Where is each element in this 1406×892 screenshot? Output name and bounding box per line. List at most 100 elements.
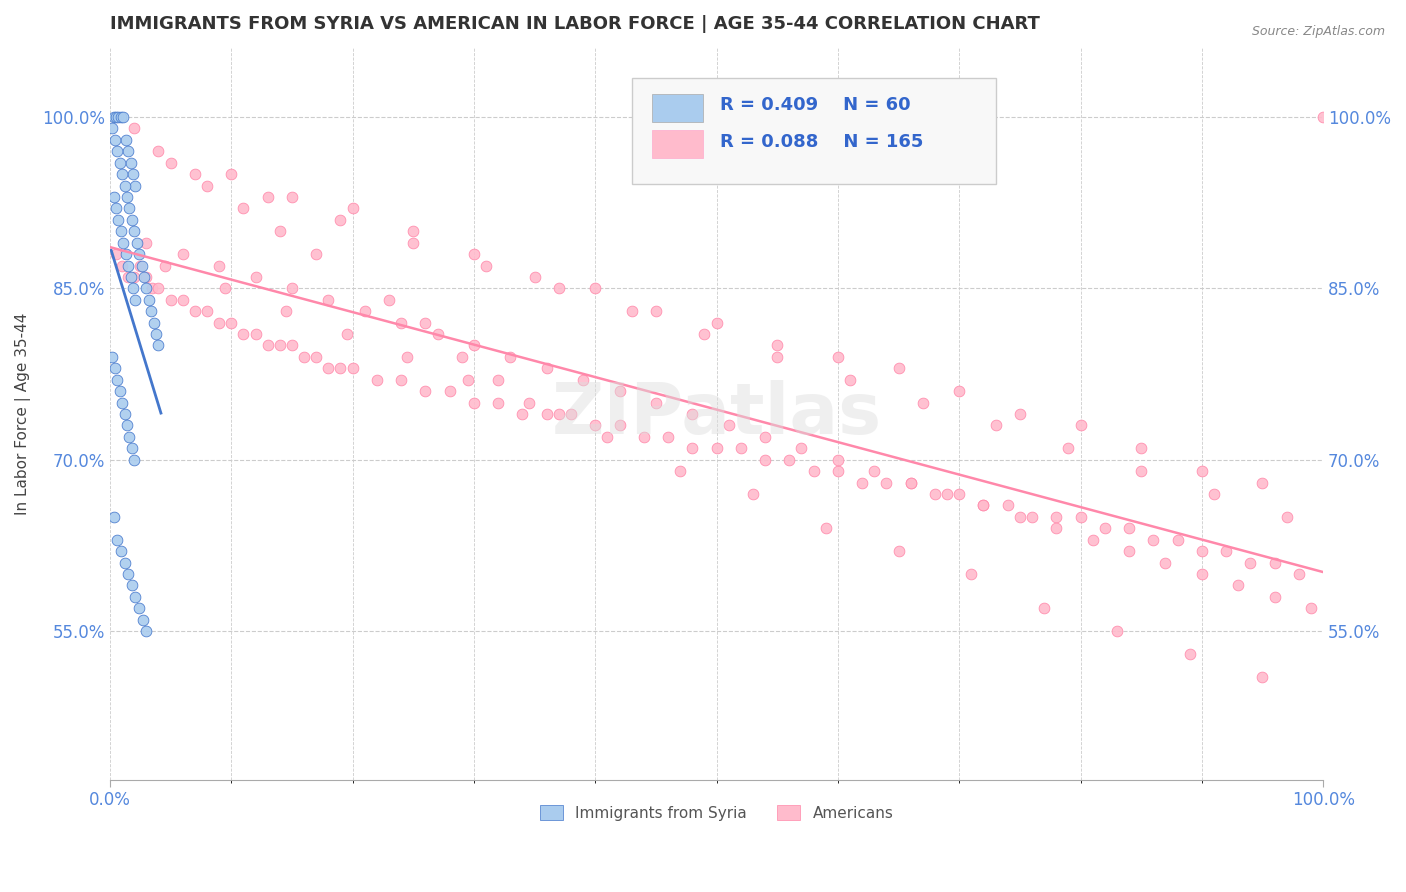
Point xyxy=(814,521,837,535)
Point xyxy=(512,407,534,421)
Point xyxy=(107,110,129,124)
Point xyxy=(389,373,412,387)
Point xyxy=(221,167,243,181)
Point xyxy=(1264,556,1286,570)
Point xyxy=(121,442,143,456)
Point xyxy=(717,418,740,433)
Point xyxy=(124,178,146,193)
Point xyxy=(153,259,176,273)
Point xyxy=(281,338,304,352)
Point xyxy=(790,442,813,456)
Point xyxy=(120,269,142,284)
FancyBboxPatch shape xyxy=(631,78,995,184)
Point xyxy=(269,338,291,352)
Point xyxy=(148,338,170,352)
Point xyxy=(536,361,558,376)
Point xyxy=(972,499,994,513)
Point xyxy=(402,224,425,238)
Point xyxy=(583,281,606,295)
Point xyxy=(256,338,278,352)
Point xyxy=(1057,442,1080,456)
Point xyxy=(105,202,128,216)
Point xyxy=(318,361,340,376)
Point xyxy=(114,178,136,193)
Point xyxy=(245,327,267,342)
Point xyxy=(135,624,157,638)
Point xyxy=(1142,533,1164,547)
Point xyxy=(142,316,165,330)
Point xyxy=(583,418,606,433)
Point xyxy=(103,110,125,124)
Point xyxy=(148,281,170,295)
Point xyxy=(863,464,886,478)
Point xyxy=(172,247,194,261)
Point xyxy=(104,361,127,376)
Point xyxy=(128,601,150,615)
Point xyxy=(1264,590,1286,604)
Point xyxy=(547,407,569,421)
Point xyxy=(232,327,254,342)
Point xyxy=(135,281,157,295)
Point xyxy=(389,316,412,330)
Point xyxy=(1251,475,1274,490)
Point xyxy=(1167,533,1189,547)
Text: R = 0.088    N = 165: R = 0.088 N = 165 xyxy=(720,133,924,151)
Point xyxy=(122,452,145,467)
Point xyxy=(1008,407,1031,421)
Point xyxy=(159,155,181,169)
Point xyxy=(114,247,136,261)
Point xyxy=(754,452,776,467)
Point xyxy=(644,304,666,318)
Point xyxy=(335,327,357,342)
Point xyxy=(1130,464,1153,478)
Point xyxy=(107,212,129,227)
Point xyxy=(145,327,167,342)
Point xyxy=(547,281,569,295)
Point xyxy=(706,316,728,330)
Point xyxy=(103,509,125,524)
Point xyxy=(112,110,135,124)
Point xyxy=(681,442,703,456)
Point xyxy=(172,293,194,307)
Point xyxy=(281,190,304,204)
Point xyxy=(281,281,304,295)
Point xyxy=(122,281,145,295)
Point xyxy=(111,259,134,273)
Point xyxy=(742,487,765,501)
Point xyxy=(103,190,125,204)
Point xyxy=(415,384,437,399)
Point xyxy=(827,452,849,467)
Point xyxy=(121,578,143,592)
Point xyxy=(1081,533,1104,547)
Point xyxy=(900,475,922,490)
Point xyxy=(887,544,910,558)
Point xyxy=(124,590,146,604)
Point xyxy=(105,373,128,387)
Point xyxy=(839,373,862,387)
Point xyxy=(342,202,364,216)
Point xyxy=(657,430,679,444)
Point xyxy=(778,452,800,467)
Point xyxy=(1021,509,1043,524)
Point xyxy=(112,235,135,250)
Point xyxy=(450,350,472,364)
Point xyxy=(1069,509,1091,524)
Point xyxy=(114,133,136,147)
Point xyxy=(1288,566,1310,581)
Point xyxy=(135,269,157,284)
Point xyxy=(426,327,449,342)
Point xyxy=(1045,509,1067,524)
Bar xyxy=(652,94,703,121)
Point xyxy=(124,293,146,307)
Point xyxy=(115,418,138,433)
Point xyxy=(766,338,789,352)
Point xyxy=(1094,521,1116,535)
Point xyxy=(353,304,375,318)
Point xyxy=(122,167,145,181)
Point xyxy=(1215,544,1237,558)
Point xyxy=(1227,578,1250,592)
Point xyxy=(960,566,983,581)
Point xyxy=(620,304,643,318)
Point xyxy=(195,304,218,318)
Point xyxy=(1239,556,1261,570)
